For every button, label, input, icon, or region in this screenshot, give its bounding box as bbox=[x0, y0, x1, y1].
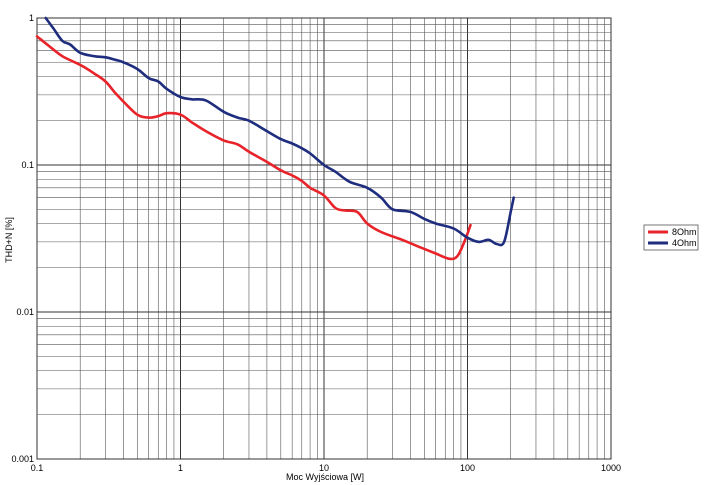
y-tick-label: 0.01 bbox=[16, 307, 34, 317]
x-axis-title: Moc Wyjściowa [W] bbox=[286, 472, 364, 482]
y-tick-label: 0.1 bbox=[21, 160, 34, 170]
x-tick-label: 0.1 bbox=[31, 463, 44, 473]
x-tick-label: 1000 bbox=[601, 463, 621, 473]
grid-lines bbox=[36, 17, 612, 460]
legend-label-8ohm: 8Ohm bbox=[672, 227, 697, 237]
series-layer bbox=[35, 16, 515, 261]
legend-box bbox=[643, 224, 699, 251]
legend: 8Ohm 4Ohm bbox=[643, 224, 699, 251]
x-tick-label: 1 bbox=[178, 463, 183, 473]
legend-label-4ohm: 4Ohm bbox=[672, 238, 697, 248]
y-tick-label: 1 bbox=[29, 13, 34, 23]
x-tick-label: 100 bbox=[460, 463, 475, 473]
series-line-8ohm bbox=[35, 35, 472, 261]
series-line-4ohm bbox=[44, 16, 515, 247]
y-axis-title: THD+N [%] bbox=[4, 217, 14, 263]
x-tick-label: 10 bbox=[319, 463, 329, 473]
y-tick-label: 0.001 bbox=[11, 454, 34, 464]
tick-labels: 0.1 1 10 100 1000 0.001 0.01 0.1 1 bbox=[11, 13, 621, 473]
